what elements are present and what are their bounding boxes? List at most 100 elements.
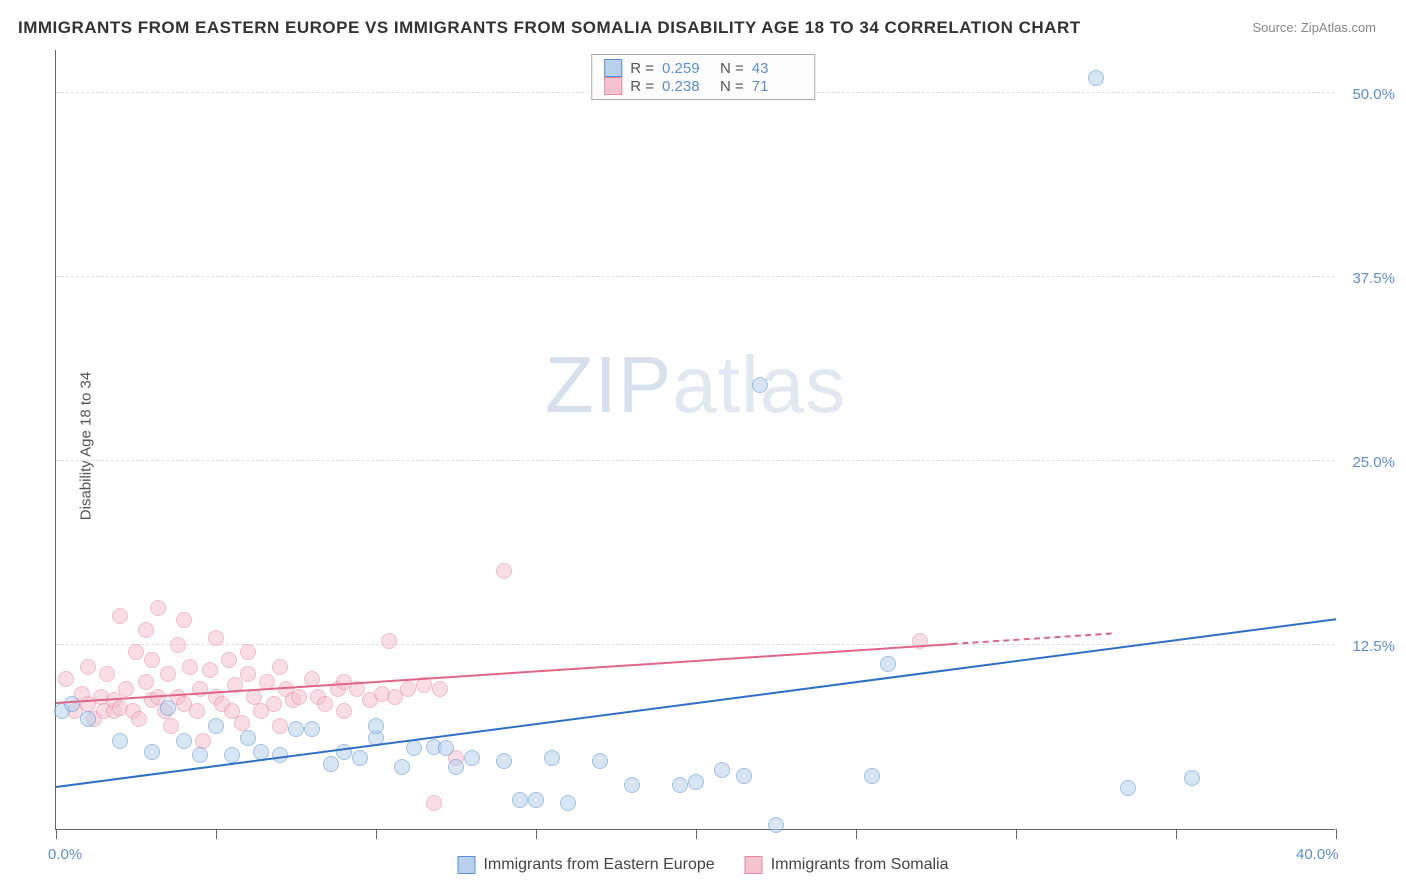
grid-line — [56, 460, 1335, 461]
x-tick-mark — [856, 829, 857, 839]
x-tick-mark — [216, 829, 217, 839]
n-label: N = — [720, 78, 744, 95]
data-point-blue — [448, 759, 464, 775]
legend-item-pink: Immigrants from Somalia — [745, 856, 949, 874]
data-point-blue — [352, 750, 368, 766]
data-point-pink — [160, 666, 176, 682]
data-point-blue — [736, 768, 752, 784]
data-point-blue — [464, 750, 480, 766]
data-point-blue — [208, 718, 224, 734]
data-point-blue — [406, 740, 422, 756]
swatch-blue — [457, 856, 475, 874]
data-point-pink — [131, 711, 147, 727]
r-label: R = — [630, 60, 654, 77]
data-point-pink — [240, 666, 256, 682]
data-point-blue — [80, 711, 96, 727]
data-point-pink — [118, 681, 134, 697]
data-point-blue — [288, 721, 304, 737]
data-point-blue — [240, 730, 256, 746]
data-point-blue — [112, 733, 128, 749]
data-point-blue — [880, 656, 896, 672]
data-point-blue — [768, 817, 784, 833]
data-point-blue — [496, 753, 512, 769]
data-point-blue — [560, 795, 576, 811]
data-point-blue — [1184, 770, 1200, 786]
legend-row-pink: R = 0.238 N = 71 — [604, 77, 802, 95]
data-point-pink — [138, 674, 154, 690]
data-point-blue — [1120, 780, 1136, 796]
data-point-pink — [208, 630, 224, 646]
y-tick-label: 12.5% — [1352, 638, 1395, 655]
data-point-blue — [672, 777, 688, 793]
data-point-blue — [438, 740, 454, 756]
scatter-plot-area: ZIPatlas 12.5%25.0%37.5%50.0%0.0%40.0% — [55, 50, 1335, 830]
data-point-pink — [176, 612, 192, 628]
r-value-pink: 0.238 — [662, 78, 712, 95]
data-point-blue — [864, 768, 880, 784]
data-point-pink — [202, 662, 218, 678]
swatch-pink — [745, 856, 763, 874]
data-point-blue — [624, 777, 640, 793]
data-point-blue — [1088, 70, 1104, 86]
series-legend: Immigrants from Eastern Europe Immigrant… — [457, 856, 948, 874]
n-value-pink: 71 — [752, 78, 802, 95]
data-point-blue — [176, 733, 192, 749]
data-point-pink — [272, 718, 288, 734]
data-point-blue — [323, 756, 339, 772]
data-point-blue — [64, 696, 80, 712]
grid-line — [56, 276, 1335, 277]
data-point-pink — [426, 795, 442, 811]
x-tick-mark — [696, 829, 697, 839]
data-point-pink — [381, 633, 397, 649]
watermark: ZIPatlas — [545, 339, 846, 431]
data-point-pink — [317, 696, 333, 712]
data-point-pink — [99, 666, 115, 682]
data-point-blue — [368, 718, 384, 734]
x-tick-mark — [1016, 829, 1017, 839]
data-point-blue — [714, 762, 730, 778]
data-point-pink — [138, 622, 154, 638]
correlation-legend: R = 0.259 N = 43 R = 0.238 N = 71 — [591, 54, 815, 100]
y-tick-label: 50.0% — [1352, 86, 1395, 103]
x-tick-mark — [536, 829, 537, 839]
legend-item-blue: Immigrants from Eastern Europe — [457, 856, 714, 874]
data-point-pink — [400, 681, 416, 697]
data-point-pink — [336, 703, 352, 719]
data-point-blue — [512, 792, 528, 808]
data-point-blue — [544, 750, 560, 766]
legend-label-blue: Immigrants from Eastern Europe — [483, 856, 714, 874]
swatch-pink — [604, 77, 622, 95]
data-point-blue — [304, 721, 320, 737]
data-point-pink — [195, 733, 211, 749]
data-point-pink — [150, 600, 166, 616]
data-point-blue — [192, 747, 208, 763]
data-point-blue — [528, 792, 544, 808]
data-point-pink — [291, 689, 307, 705]
chart-title: IMMIGRANTS FROM EASTERN EUROPE VS IMMIGR… — [18, 18, 1081, 38]
data-point-blue — [224, 747, 240, 763]
data-point-blue — [394, 759, 410, 775]
x-tick-label: 40.0% — [1296, 846, 1339, 863]
data-point-blue — [144, 744, 160, 760]
x-tick-label: 0.0% — [48, 846, 82, 863]
data-point-pink — [432, 681, 448, 697]
data-point-pink — [144, 652, 160, 668]
x-tick-mark — [376, 829, 377, 839]
data-point-pink — [189, 703, 205, 719]
data-point-pink — [272, 659, 288, 675]
r-label: R = — [630, 78, 654, 95]
data-point-pink — [182, 659, 198, 675]
swatch-blue — [604, 59, 622, 77]
data-point-pink — [240, 644, 256, 660]
y-tick-label: 25.0% — [1352, 454, 1395, 471]
data-point-pink — [128, 644, 144, 660]
n-label: N = — [720, 60, 744, 77]
data-point-pink — [266, 696, 282, 712]
data-point-pink — [163, 718, 179, 734]
data-point-pink — [234, 715, 250, 731]
data-point-pink — [80, 659, 96, 675]
y-tick-label: 37.5% — [1352, 270, 1395, 287]
n-value-blue: 43 — [752, 60, 802, 77]
data-point-blue — [752, 377, 768, 393]
x-tick-mark — [56, 829, 57, 839]
